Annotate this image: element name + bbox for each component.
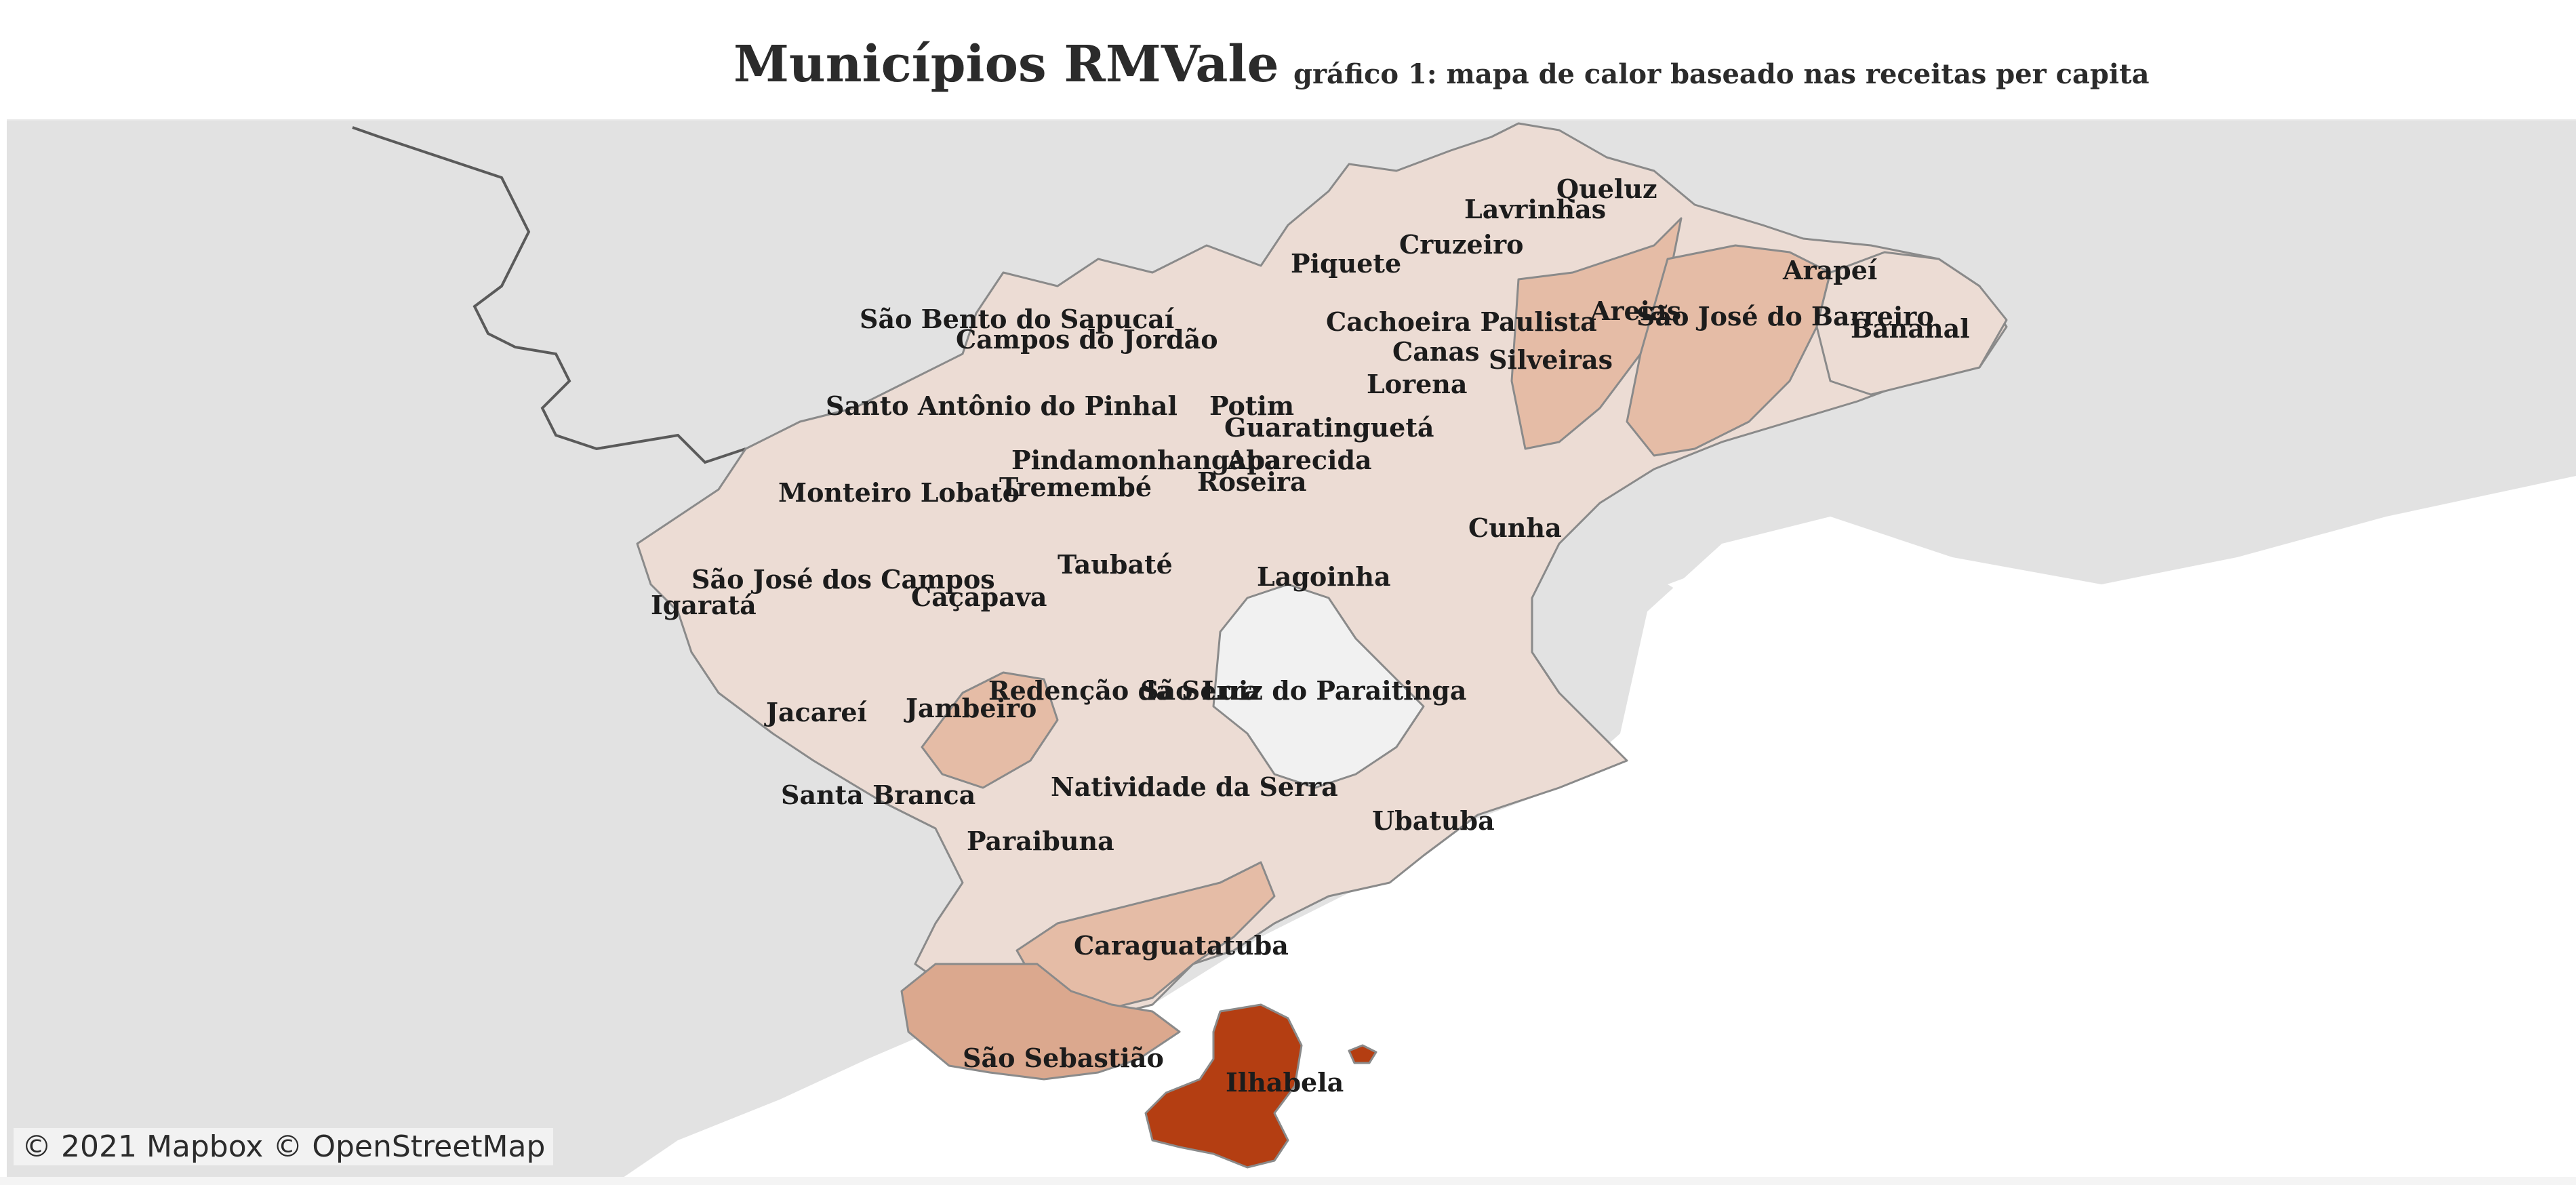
ocean-area (622, 476, 2576, 1178)
label-tremembe: Tremembé (999, 472, 1152, 502)
map-attribution[interactable]: © 2021 Mapbox © OpenStreetMap (14, 1128, 554, 1165)
label-natividade-da-serra: Natividade da Serra (1051, 771, 1338, 802)
label-lorena: Lorena (1367, 369, 1468, 399)
label-caraguatatuba: Caraguatatuba (1074, 930, 1289, 961)
region-sao-luiz-do-paraitinga[interactable] (1212, 583, 1425, 789)
label-cunha: Cunha (1468, 513, 1562, 543)
label-cacapava: Caçapava (911, 582, 1047, 612)
region-sao-sebastiao[interactable] (900, 963, 1181, 1081)
label-piquete: Piquete (1291, 248, 1401, 279)
label-cachoeira-paulista: Cachoeira Paulista (1326, 306, 1597, 337)
region-ilhabela-islet[interactable] (1348, 1044, 1377, 1064)
label-sao-luiz-do-paraitinga: São Luiz do Paraitinga (1140, 675, 1466, 706)
label-santa-branca: Santa Branca (781, 780, 975, 810)
label-ilhabela: Ilhabela (1226, 1067, 1344, 1098)
ocean-inlet (1668, 544, 1898, 625)
label-potim: Potim (1209, 390, 1294, 421)
label-lagoinha: Lagoinha (1257, 561, 1391, 592)
label-lavrinhas: Lavrinhas (1464, 194, 1606, 224)
label-ubatuba: Ubatuba (1372, 805, 1495, 836)
label-sao-sebastiao: São Sebastião (963, 1043, 1164, 1073)
region-bananal[interactable] (1815, 251, 2008, 396)
municipality-regions (636, 122, 2008, 1169)
label-cruzeiro: Cruzeiro (1399, 229, 1523, 260)
label-sao-jose-dos-campos: São José dos Campos (691, 564, 995, 595)
label-queluz: Queluz (1556, 174, 1657, 204)
label-silveiras: Silveiras (1489, 344, 1613, 375)
label-campos-do-jordao: Campos do Jordão (956, 324, 1218, 355)
region-ilhabela[interactable] (1144, 1003, 1303, 1169)
label-sao-bento-do-sapucai: São Bento do Sapucaí (860, 304, 1175, 334)
label-jacarei: Jacareí (764, 697, 868, 727)
bottom-border (0, 1177, 2576, 1185)
state-border (352, 126, 746, 464)
label-paraibuna: Paraibuna (967, 826, 1114, 856)
map-canvas[interactable]: Queluz Lavrinhas Cruzeiro Piquete Arapeí… (7, 119, 2576, 1178)
label-guaratingueta: Guaratinguetá (1224, 412, 1434, 443)
map-title: Municípios RMVale (733, 35, 1279, 94)
label-aparecida: Aparecida (1226, 445, 1372, 475)
label-redencao-da-serra: Redenção da Serra (988, 675, 1260, 706)
map-subtitle: gráfico 1: mapa de calor baseado nas rec… (1293, 58, 2150, 90)
municipality-labels: Queluz Lavrinhas Cruzeiro Piquete Arapeí… (651, 174, 1970, 1098)
label-pindamonhangaba: Pindamonhangaba (1011, 445, 1281, 475)
label-monteiro-lobato: Monteiro Lobato (778, 477, 1020, 508)
label-igarata: Igaratá (651, 590, 757, 620)
label-jambeiro: Jambeiro (904, 693, 1037, 723)
region-sao-jose-do-barreiro[interactable] (1626, 244, 1832, 457)
label-arapei: Arapeí (1782, 255, 1878, 285)
label-areias: Areias (1590, 296, 1681, 326)
label-canas: Canas (1392, 336, 1480, 367)
map-header: Municípios RMVale gráfico 1: mapa de cal… (0, 0, 2576, 119)
label-santo-antonio-do-pinhal: Santo Antônio do Pinhal (826, 390, 1178, 421)
map-viewport[interactable]: Queluz Lavrinhas Cruzeiro Piquete Arapeí… (7, 119, 2576, 1178)
label-sao-jose-do-barreiro: São José do Barreiro (1636, 301, 1934, 332)
label-roseira: Roseira (1197, 466, 1307, 497)
label-taubate: Taubaté (1058, 549, 1173, 580)
label-bananal: Bananal (1851, 313, 1970, 344)
region-jambeiro[interactable] (921, 671, 1059, 789)
